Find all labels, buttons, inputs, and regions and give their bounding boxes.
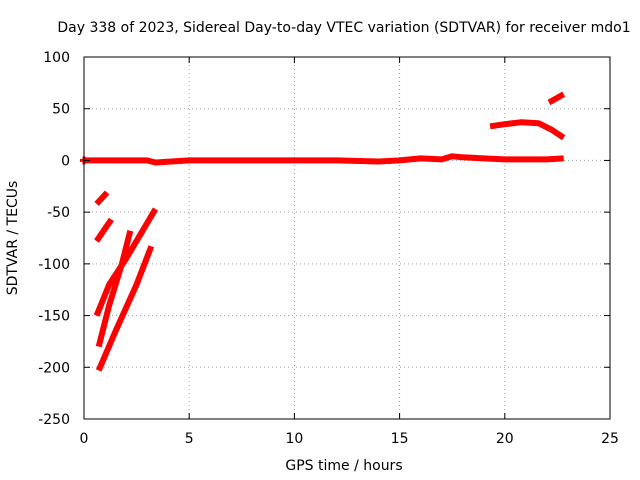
axis-ticks: 0 5 10 15 20 25 100 50 0 -50 -100 -150 -200 -250 xyxy=(38,50,619,447)
y-tick-label: -150 xyxy=(38,309,70,325)
x-tick-label: 15 xyxy=(391,431,409,447)
x-tick-label: 0 xyxy=(80,431,89,447)
series-arc-e xyxy=(95,245,155,372)
series-rise xyxy=(547,91,566,106)
x-tick-label: 25 xyxy=(601,431,619,447)
y-axis-title: SDTVAR / TECUs xyxy=(5,181,21,296)
y-tick-label: -50 xyxy=(47,205,70,221)
series-arc-b xyxy=(94,217,114,243)
x-axis-title: GPS time / hours xyxy=(285,458,402,474)
y-tick-label: -250 xyxy=(38,412,70,428)
series-arc-d xyxy=(95,230,134,348)
series-hump xyxy=(489,119,566,141)
chart-title: Day 338 of 2023, Sidereal Day-to-day VTE… xyxy=(57,20,630,36)
plot-frame xyxy=(83,56,611,420)
series-group xyxy=(80,91,566,372)
grid xyxy=(84,57,610,419)
series-baseline xyxy=(84,153,564,166)
series-arc-upper-short xyxy=(94,190,110,206)
y-tick-label: 100 xyxy=(43,50,70,66)
y-tick-label: 0 xyxy=(61,153,70,169)
x-tick-label: 5 xyxy=(185,431,194,447)
x-tick-label: 20 xyxy=(496,431,514,447)
x-tick-label: 10 xyxy=(285,431,303,447)
y-tick-label: -200 xyxy=(38,360,70,376)
y-tick-label: 50 xyxy=(52,102,70,118)
y-tick-label: -100 xyxy=(38,257,70,273)
